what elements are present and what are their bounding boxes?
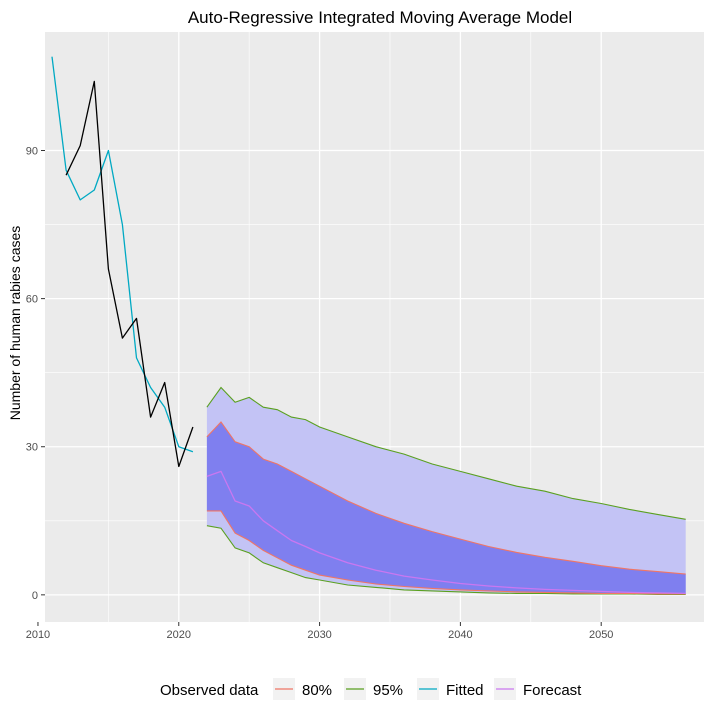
band-80-area — [206, 422, 686, 594]
legend: Observed data 80% 95% Fitted Forecast — [160, 678, 582, 700]
legend-label: Forecast — [523, 682, 582, 699]
band-95-lower-line — [206, 525, 686, 595]
y-tick-label: 90 — [26, 145, 38, 157]
band-80-lower-line — [206, 510, 686, 595]
forecast-bands — [206, 386, 686, 595]
band-80-upper-line — [206, 421, 686, 575]
y-tick-label: 0 — [32, 590, 38, 602]
fitted-line — [51, 56, 194, 453]
chart-title: Auto-Regressive Integrated Moving Averag… — [188, 8, 572, 27]
x-axis: 2010 2020 2030 2040 2050 — [26, 622, 613, 641]
observed-line — [65, 80, 194, 468]
x-tick-label: 2020 — [167, 629, 191, 641]
y-axis: 0 30 60 90 — [26, 145, 45, 602]
series-lines — [51, 56, 686, 595]
y-axis-title: Number of human rabies cases — [7, 226, 23, 421]
legend-label: 80% — [302, 682, 332, 699]
y-tick-label: 30 — [26, 442, 38, 454]
x-tick-label: 2010 — [26, 629, 50, 641]
x-tick-label: 2030 — [307, 629, 331, 641]
forecast-line — [206, 470, 686, 595]
legend-title: Observed data — [160, 682, 259, 699]
x-tick-label: 2040 — [448, 629, 472, 641]
legend-label: Fitted — [446, 682, 484, 699]
legend-label: 95% — [373, 682, 403, 699]
band-95-upper-line — [206, 386, 686, 520]
x-tick-label: 2050 — [589, 629, 613, 641]
y-tick-label: 60 — [26, 294, 38, 306]
